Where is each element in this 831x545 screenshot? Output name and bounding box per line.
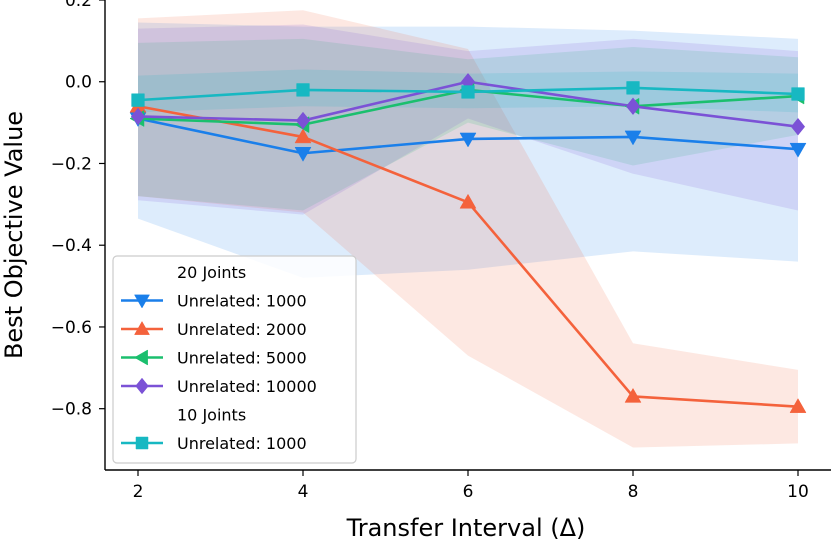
marker-series-0-point-3 — [624, 130, 642, 146]
marker-series-1-point-4 — [789, 398, 807, 413]
ticks: 2 4 6 8 10 0.2 0.0 −0.2 −0.4 −0.6 −0.8 — [51, 0, 809, 502]
x-tick-label-6: 6 — [463, 482, 474, 502]
marker-series-1-point-2 — [459, 193, 477, 209]
marker-series-0-point-1 — [294, 147, 312, 162]
y-tick-label-3: −0.4 — [51, 236, 92, 256]
marker-series-3-point-3 — [625, 97, 641, 116]
y-tick-label-4: −0.6 — [51, 318, 92, 338]
legend-marker-1 — [134, 294, 150, 309]
x-tick-label-4: 4 — [298, 482, 309, 502]
legend-marker-6 — [135, 436, 149, 450]
x-axis-title: Transfer Interval (Δ) — [346, 514, 586, 542]
series-markers — [129, 72, 807, 413]
band-series-3 — [138, 24, 798, 215]
marker-series-1-point-1 — [294, 128, 312, 144]
legend-label-4: Unrelated: 10000 — [177, 377, 317, 396]
marker-series-3-point-4 — [790, 117, 806, 136]
marker-series-1-point-3 — [624, 387, 642, 403]
legend-header-5: 10 Joints — [177, 406, 246, 425]
marker-series-4-point-4 — [791, 87, 805, 101]
x-tick-label-8: 8 — [628, 482, 639, 502]
x-tick-label-2: 2 — [133, 482, 144, 502]
legend-label-1: Unrelated: 1000 — [177, 292, 307, 311]
marker-series-3-point-1 — [295, 111, 311, 130]
legend-marker-4 — [135, 377, 149, 395]
y-axis-title: Best Objective Value — [0, 111, 28, 359]
legend-marker-2 — [134, 320, 150, 335]
x-tick-label-10: 10 — [787, 482, 809, 502]
y-tick-label-5: −0.8 — [51, 400, 92, 420]
legend-label-6: Unrelated: 1000 — [177, 434, 307, 453]
legend-label-3: Unrelated: 5000 — [177, 349, 307, 368]
legend: 20 Joints Unrelated: 1000 Unrelated: 2000 U… — [112, 255, 357, 464]
marker-series-4-point-2 — [461, 85, 475, 99]
legend-marker-3 — [133, 349, 148, 366]
marker-series-0-point-2 — [459, 132, 477, 148]
y-tick-label-0: 0.2 — [65, 0, 92, 11]
y-tick-label-1: 0.0 — [65, 73, 92, 93]
marker-series-4-point-0 — [131, 93, 145, 107]
marker-series-3-point-0 — [130, 107, 146, 126]
y-tick-label-2: −0.2 — [51, 154, 92, 174]
marker-series-4-point-1 — [296, 83, 310, 97]
legend-label-2: Unrelated: 2000 — [177, 320, 307, 339]
legend-header-0: 20 Joints — [177, 263, 246, 282]
marker-series-0-point-4 — [789, 142, 807, 158]
legend-box — [112, 255, 357, 464]
marker-series-4-point-3 — [626, 81, 640, 95]
